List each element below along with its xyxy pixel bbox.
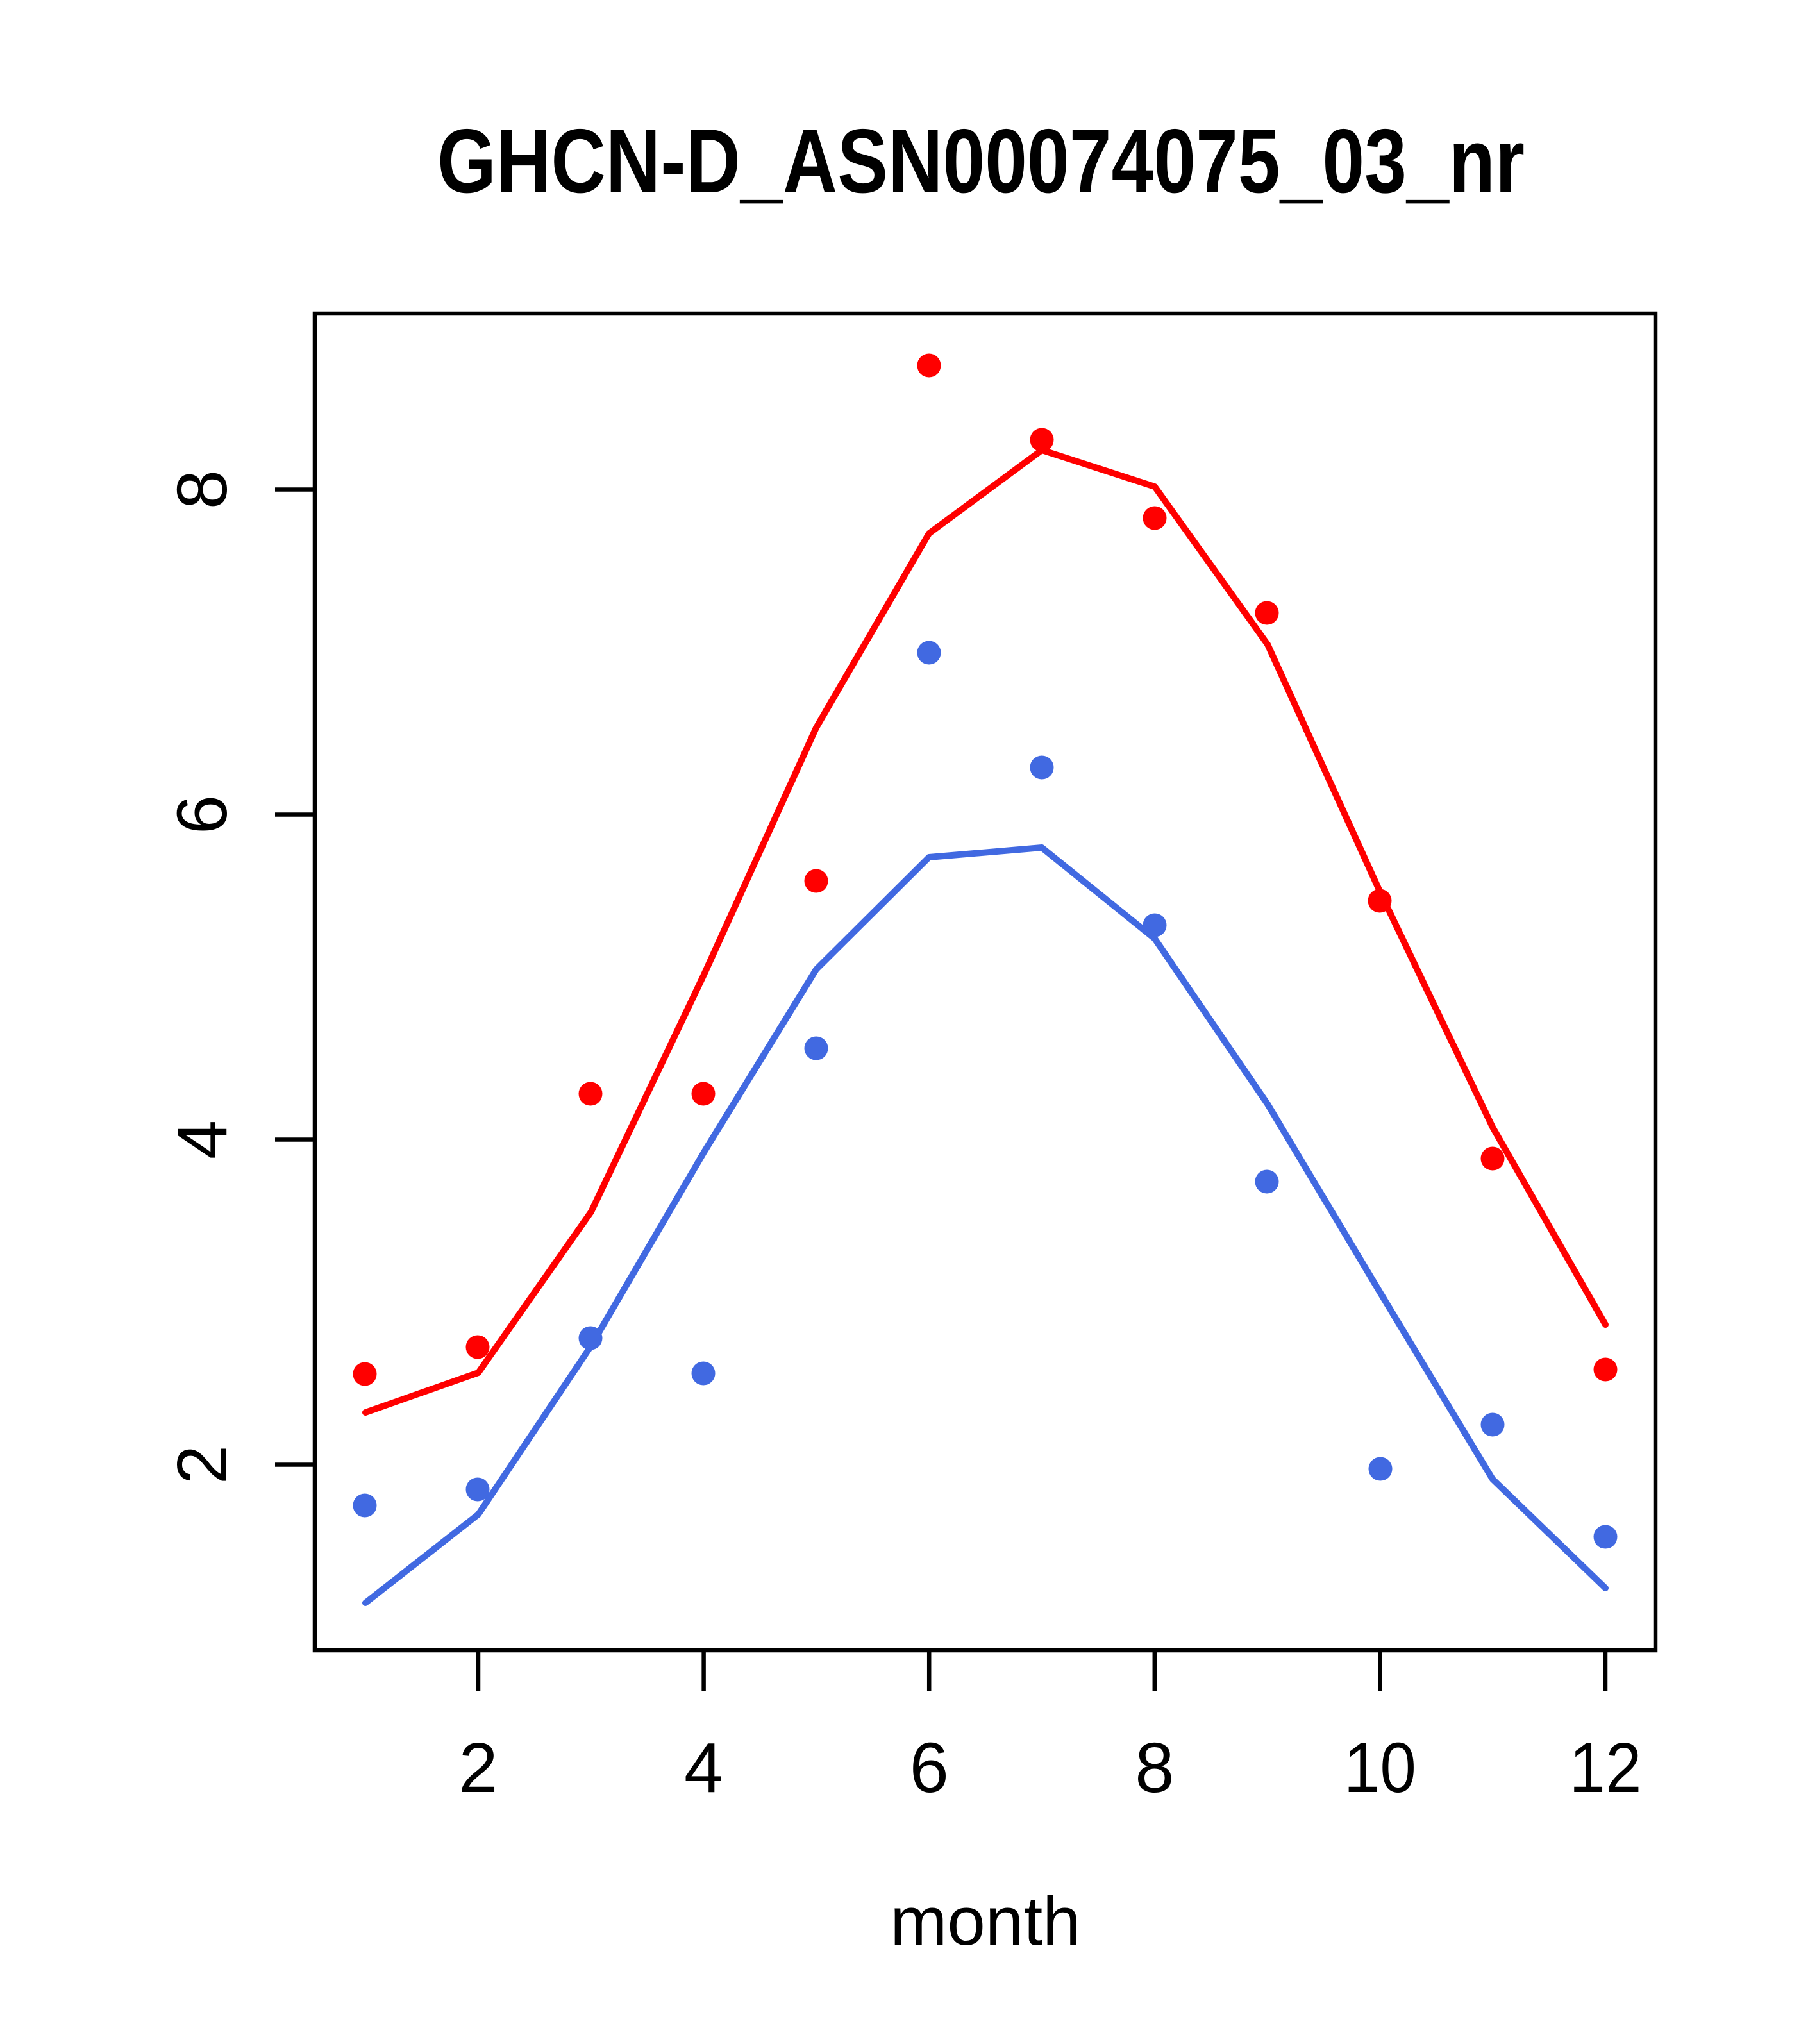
- svg-text:4: 4: [163, 1120, 242, 1159]
- svg-text:GHCN-D_ASN00074075_03_nr: GHCN-D_ASN00074075_03_nr: [437, 110, 1525, 212]
- svg-text:8: 8: [163, 470, 242, 509]
- svg-text:8: 8: [1135, 1729, 1174, 1807]
- svg-text:6: 6: [910, 1729, 949, 1807]
- svg-text:12: 12: [1570, 1729, 1642, 1807]
- svg-text:4: 4: [684, 1729, 723, 1807]
- svg-text:6: 6: [163, 795, 242, 834]
- svg-text:2: 2: [163, 1445, 242, 1484]
- svg-text:10: 10: [1344, 1729, 1416, 1807]
- svg-text:2: 2: [458, 1729, 498, 1807]
- svg-text:month: month: [890, 1882, 1080, 1959]
